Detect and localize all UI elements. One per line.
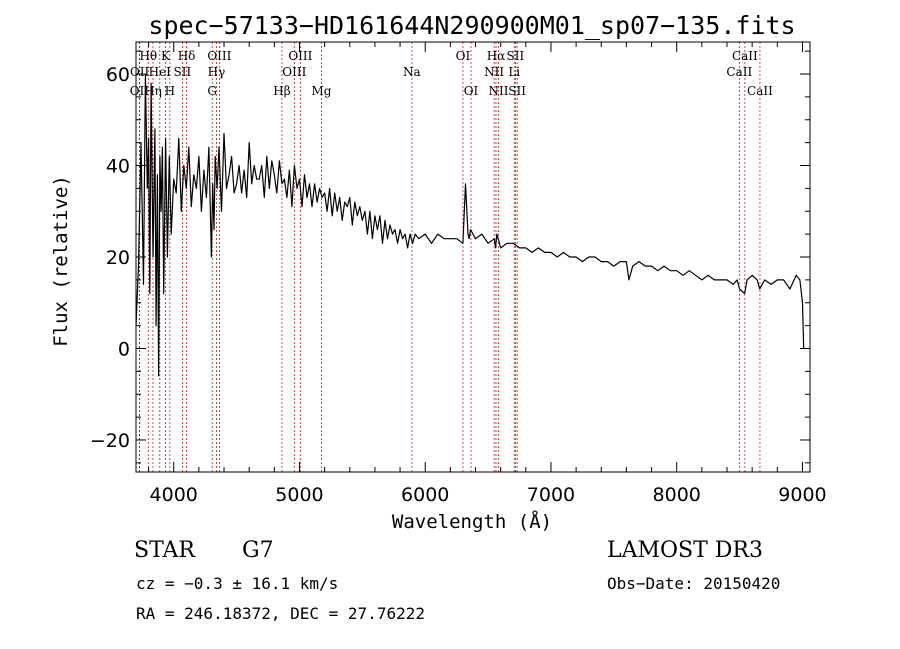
series-line-spectrum <box>135 73 805 377</box>
spectral-line-label: HeI <box>149 65 172 79</box>
x-axis-ticks: 4000 5000 6000 7000 8000 9000 <box>148 42 827 506</box>
spectral-line-label: Li <box>508 65 520 79</box>
y-tick-label: 20 <box>106 247 130 269</box>
spectral-line-labels: HθOIIOIIHηHeIKHSIIHδGHγOIIIHβOIIIOIIIMgN… <box>130 49 773 98</box>
spectral-line-label: OIII <box>288 49 312 63</box>
spectral-line-label: SII <box>508 84 526 98</box>
y-tick-label: −20 <box>90 430 130 452</box>
x-axis-label: Wavelength (Å) <box>392 510 552 533</box>
x-tick-label: 7000 <box>527 484 575 506</box>
chart-title: spec−57133−HD161644N290900M01_sp07−135.f… <box>148 11 795 40</box>
y-axis-label: Flux (relative) <box>50 175 72 347</box>
spectral-line-label: Hθ <box>139 49 157 63</box>
x-tick-label: 8000 <box>653 484 701 506</box>
spectral-line-label: OII <box>130 84 150 98</box>
coordinates: RA = 246.18372, DEC = 27.76222 <box>136 604 425 623</box>
spectrum-series <box>135 73 805 377</box>
observation-date: Obs−Date: 20150420 <box>607 574 781 593</box>
spectral-line-label: Hη <box>144 84 162 98</box>
spectral-line-label: Hγ <box>208 65 226 79</box>
plot-frame <box>135 41 811 473</box>
spectral-line-label: Mg <box>311 84 331 98</box>
spectral-line-label: SII <box>507 49 525 63</box>
spectral-line-label: OII <box>130 65 150 79</box>
redshift-value: cz = −0.3 ± 16.1 km/s <box>136 574 339 593</box>
spectral-line-label: G <box>207 84 217 98</box>
x-tick-label: 6000 <box>401 484 449 506</box>
spectral-line-label: NII <box>489 84 509 98</box>
x-tick-label: 5000 <box>275 484 323 506</box>
y-tick-label: 60 <box>106 64 130 86</box>
object-subclass: G7 <box>242 538 274 563</box>
spectral-line-label: Hδ <box>178 49 196 63</box>
spectral-line-label: H <box>165 84 175 98</box>
y-tick-label: 0 <box>118 338 130 360</box>
spectral-line-markers <box>138 42 761 472</box>
x-tick-label: 9000 <box>778 484 826 506</box>
spectral-line-label: Na <box>403 65 421 79</box>
object-class: STAR <box>134 538 195 563</box>
spectral-line-label: OIII <box>282 65 306 79</box>
spectral-line-label: Hα <box>487 49 506 63</box>
survey-name: LAMOST DR3 <box>607 538 763 563</box>
spectral-line-label: CaII <box>726 65 752 79</box>
y-axis-ticks: −20 0 20 40 60 <box>90 50 810 464</box>
spectral-line-label: OIII <box>207 49 231 63</box>
x-tick-label: 4000 <box>150 484 198 506</box>
spectral-line-label: SII <box>174 65 192 79</box>
y-tick-label: 40 <box>106 156 130 178</box>
spectral-line-label: CaII <box>747 84 773 98</box>
spectral-line-label: CaII <box>732 49 758 63</box>
spectral-line-label: OI <box>464 84 479 98</box>
spectral-line-label: OI <box>456 49 471 63</box>
spectral-line-label: K <box>161 49 171 63</box>
spectral-line-label: NII <box>484 65 504 79</box>
spectral-line-label: Hβ <box>273 84 290 98</box>
